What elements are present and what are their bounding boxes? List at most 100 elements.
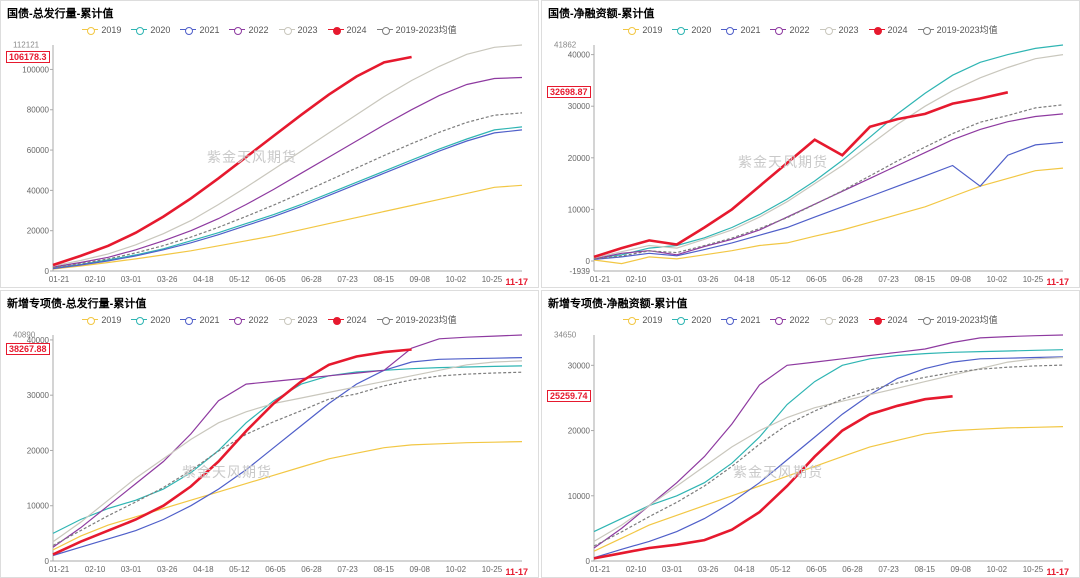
legend-label-y2022: 2022 [248, 25, 268, 35]
svg-text:06-05: 06-05 [265, 275, 286, 284]
legend-item-y2023: 2023 [820, 23, 859, 36]
legend-label-y2023: 2023 [298, 25, 318, 35]
legend-label-y2022: 2022 [789, 25, 809, 35]
legend-item-avg: 2019-2023均值 [918, 313, 998, 326]
legend-marker-y2023 [279, 27, 295, 33]
svg-text:05-12: 05-12 [229, 565, 250, 574]
chart-svg: 01000020000300004000001-2102-1003-0103-2… [7, 327, 532, 577]
legend-marker-y2021 [721, 317, 737, 323]
svg-text:30000: 30000 [568, 361, 591, 370]
series-y2022 [594, 114, 1063, 259]
svg-text:10-02: 10-02 [987, 565, 1008, 574]
series-avg [594, 365, 1063, 546]
legend-marker-avg [377, 317, 393, 323]
legend-marker-y2019 [623, 27, 639, 33]
chart-tr: 010000200003000040000-193901-2102-1003-0… [548, 37, 1073, 287]
svg-text:02-10: 02-10 [626, 275, 647, 284]
legend-item-avg: 2019-2023均值 [377, 23, 457, 36]
legend-marker-y2022 [229, 317, 245, 323]
svg-text:0: 0 [586, 257, 591, 266]
legend-marker-y2019 [623, 317, 639, 323]
svg-text:60000: 60000 [27, 146, 50, 155]
legend-item-avg: 2019-2023均值 [918, 23, 998, 36]
svg-text:02-10: 02-10 [626, 565, 647, 574]
svg-text:06-28: 06-28 [842, 565, 863, 574]
title-br: 新增专项债-净融资额-累计值 [548, 295, 1073, 311]
ytick-upper: 41862 [554, 41, 576, 50]
series-avg [594, 105, 1063, 259]
legend-br: 2019202020212022202320242019-2023均值 [548, 313, 1073, 326]
svg-text:10-25: 10-25 [482, 275, 503, 284]
svg-text:03-26: 03-26 [157, 565, 178, 574]
legend-bl: 2019202020212022202320242019-2023均值 [7, 313, 532, 326]
panel-tl: 国债-总发行量-累计值 2019202020212022202320242019… [0, 0, 539, 288]
legend-marker-y2024 [869, 317, 885, 323]
callout-value: 32698.87 [547, 86, 591, 98]
legend-label-y2021: 2021 [199, 315, 219, 325]
svg-text:40000: 40000 [568, 51, 591, 60]
legend-tl: 2019202020212022202320242019-2023均值 [7, 23, 532, 36]
svg-text:10-25: 10-25 [482, 565, 503, 574]
legend-item-y2022: 2022 [229, 23, 268, 36]
legend-marker-y2023 [820, 27, 836, 33]
title-tl: 国债-总发行量-累计值 [7, 5, 532, 21]
legend-label-y2020: 2020 [150, 25, 170, 35]
legend-marker-y2021 [721, 27, 737, 33]
svg-text:05-12: 05-12 [770, 275, 791, 284]
svg-text:07-23: 07-23 [337, 275, 358, 284]
legend-item-y2020: 2020 [672, 313, 711, 326]
legend-label-y2020: 2020 [691, 25, 711, 35]
svg-text:07-23: 07-23 [337, 565, 358, 574]
legend-item-y2022: 2022 [770, 23, 809, 36]
legend-label-y2021: 2021 [740, 25, 760, 35]
legend-item-y2023: 2023 [279, 313, 318, 326]
svg-text:-1939: -1939 [570, 267, 591, 276]
svg-text:10-02: 10-02 [987, 275, 1008, 284]
legend-item-y2019: 2019 [623, 313, 662, 326]
legend-marker-y2023 [820, 317, 836, 323]
svg-text:02-10: 02-10 [85, 565, 106, 574]
svg-text:01-21: 01-21 [49, 275, 70, 284]
series-y2019 [53, 442, 522, 550]
legend-label-avg: 2019-2023均值 [937, 313, 998, 326]
svg-text:10-25: 10-25 [1023, 275, 1044, 284]
legend-marker-y2020 [672, 317, 688, 323]
legend-label-y2021: 2021 [740, 315, 760, 325]
series-y2020 [594, 45, 1063, 258]
legend-marker-y2024 [328, 317, 344, 323]
legend-label-y2021: 2021 [199, 25, 219, 35]
series-y2023 [53, 361, 522, 542]
svg-text:20000: 20000 [27, 227, 50, 236]
svg-text:07-23: 07-23 [878, 565, 899, 574]
svg-text:05-12: 05-12 [770, 565, 791, 574]
series-y2020 [53, 127, 522, 268]
panel-bl: 新增专项债-总发行量-累计值 2019202020212022202320242… [0, 290, 539, 578]
chart-br: 010000200003000001-2102-1003-0103-2604-1… [548, 327, 1073, 577]
svg-text:03-26: 03-26 [698, 275, 719, 284]
series-y2022 [594, 335, 1063, 548]
series-y2021 [594, 357, 1063, 558]
legend-item-y2021: 2021 [180, 23, 219, 36]
svg-text:06-05: 06-05 [806, 275, 827, 284]
legend-label-y2019: 2019 [642, 25, 662, 35]
legend-marker-y2019 [82, 317, 98, 323]
svg-text:10000: 10000 [568, 205, 591, 214]
legend-label-y2023: 2023 [839, 25, 859, 35]
legend-marker-y2024 [328, 27, 344, 33]
chart-svg: 010000200003000040000-193901-2102-1003-0… [548, 37, 1073, 287]
legend-item-y2022: 2022 [770, 313, 809, 326]
legend-item-y2023: 2023 [820, 313, 859, 326]
ytick-upper: 112121 [13, 41, 39, 50]
svg-text:08-15: 08-15 [914, 565, 935, 574]
svg-text:10000: 10000 [27, 502, 50, 511]
series-y2024 [594, 92, 1008, 257]
svg-text:04-18: 04-18 [734, 565, 755, 574]
svg-text:09-08: 09-08 [410, 275, 431, 284]
callout-value: 38267.88 [6, 343, 50, 355]
svg-text:20000: 20000 [568, 154, 591, 163]
chart-grid: 国债-总发行量-累计值 2019202020212022202320242019… [0, 0, 1080, 578]
svg-text:01-21: 01-21 [590, 275, 611, 284]
svg-text:10-02: 10-02 [446, 565, 467, 574]
chart-bl: 01000020000300004000001-2102-1003-0103-2… [7, 327, 532, 577]
svg-text:20000: 20000 [568, 427, 591, 436]
